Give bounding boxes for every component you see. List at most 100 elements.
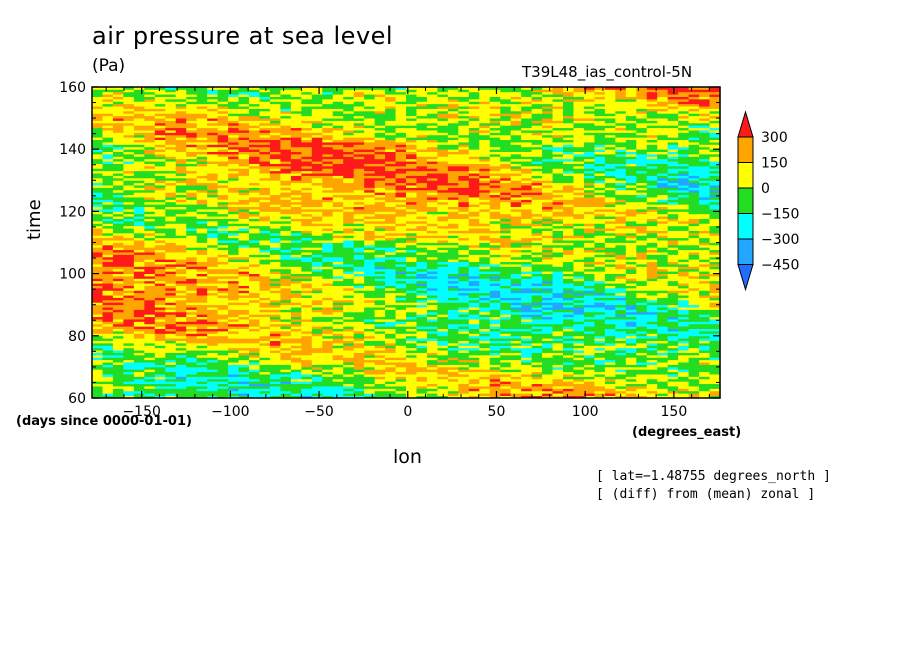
heatmap-cell (604, 266, 616, 270)
heatmap-cell (353, 244, 365, 248)
heatmap-cell (688, 275, 700, 279)
heatmap-cell (416, 201, 428, 205)
heatmap-cell (228, 335, 240, 339)
heatmap-cell (186, 278, 198, 282)
heatmap-cell (636, 247, 648, 251)
heatmap-cell (521, 395, 533, 399)
heatmap-cell (301, 366, 313, 370)
heatmap-cell (311, 390, 323, 394)
heatmap-cell (531, 280, 543, 284)
heatmap-cell (92, 304, 104, 308)
heatmap-cell (604, 311, 616, 315)
heatmap-cell (646, 278, 658, 282)
heatmap-cell (301, 316, 313, 320)
heatmap-cell (133, 252, 145, 255)
heatmap-cell (646, 295, 658, 298)
heatmap-cell (636, 378, 648, 382)
heatmap-cell (615, 311, 627, 315)
heatmap-cell (92, 388, 104, 392)
heatmap-cell (123, 204, 135, 208)
heatmap-cell (207, 386, 219, 389)
heatmap-cell (259, 362, 271, 365)
heatmap-cell (395, 220, 407, 224)
heatmap-cell (594, 235, 606, 239)
heatmap-cell (699, 371, 711, 375)
heatmap-cell (625, 369, 637, 373)
heatmap-cell (699, 366, 711, 370)
heatmap-cell (385, 388, 397, 392)
heatmap-cell (154, 242, 166, 246)
heatmap-cell (458, 206, 470, 210)
heatmap-cell (437, 283, 449, 286)
heatmap-cell (374, 285, 386, 289)
heatmap-cell (573, 199, 585, 203)
heatmap-cell (165, 295, 177, 298)
heatmap-cell (510, 211, 522, 215)
heatmap-cell (678, 292, 690, 296)
heatmap-cell (112, 285, 124, 289)
heatmap-cell (667, 338, 679, 341)
heatmap-cell (238, 381, 250, 385)
heatmap-cell (249, 280, 261, 284)
heatmap-cell (657, 388, 669, 392)
heatmap-cell (500, 388, 512, 392)
heatmap-cell (510, 297, 522, 301)
heatmap-cell (322, 386, 334, 389)
heatmap-cell (385, 311, 397, 315)
heatmap-cell (175, 331, 187, 334)
heatmap-cell (238, 230, 250, 234)
heatmap-cell (573, 254, 585, 258)
heatmap-cell (699, 299, 711, 303)
heatmap-cell (102, 254, 114, 258)
heatmap-cell (594, 228, 606, 231)
heatmap-cell (500, 266, 512, 270)
heatmap-cell (249, 328, 261, 332)
heatmap-cell (343, 388, 355, 392)
heatmap-cell (521, 323, 533, 327)
heatmap-cell (636, 319, 648, 322)
heatmap-cell (447, 374, 459, 377)
heatmap-cell (416, 302, 428, 306)
heatmap-cell (217, 338, 229, 341)
heatmap-cell (332, 299, 344, 303)
heatmap-cell (385, 206, 397, 210)
heatmap-cell (332, 223, 344, 227)
heatmap-cell (385, 302, 397, 306)
heatmap-cell (123, 216, 135, 219)
heatmap-cell (468, 230, 480, 234)
heatmap-cell (343, 266, 355, 270)
heatmap-cell (678, 314, 690, 318)
heatmap-cell (406, 223, 418, 227)
heatmap-cell (144, 302, 156, 306)
heatmap-cell (510, 242, 522, 246)
heatmap-cell (510, 386, 522, 389)
heatmap-cell (479, 261, 491, 265)
heatmap-cell (406, 345, 418, 349)
heatmap-cell (416, 280, 428, 284)
heatmap-cell (92, 345, 104, 349)
heatmap-cell (353, 232, 365, 236)
heatmap-cell (709, 357, 721, 361)
heatmap-cell (123, 199, 135, 203)
heatmap-cell (322, 350, 334, 353)
heatmap-cell (426, 362, 438, 365)
heatmap-cell (447, 307, 459, 310)
heatmap-cell (175, 371, 187, 375)
heatmap-cell (133, 220, 145, 224)
heatmap-cell (604, 244, 616, 248)
heatmap-cell (447, 290, 459, 294)
heatmap-cell (406, 319, 418, 322)
heatmap-cell (447, 314, 459, 318)
heatmap-cell (521, 211, 533, 215)
heatmap-cell (332, 376, 344, 380)
heatmap-cell (531, 366, 543, 370)
heatmap-cell (636, 287, 648, 291)
heatmap-cell (165, 230, 177, 234)
heatmap-cell (458, 232, 470, 236)
heatmap-cell (165, 285, 177, 289)
heatmap-cell (332, 354, 344, 358)
heatmap-cell (709, 359, 721, 363)
heatmap-cell (228, 321, 240, 325)
heatmap-cell (699, 323, 711, 327)
heatmap-cell (249, 364, 261, 368)
